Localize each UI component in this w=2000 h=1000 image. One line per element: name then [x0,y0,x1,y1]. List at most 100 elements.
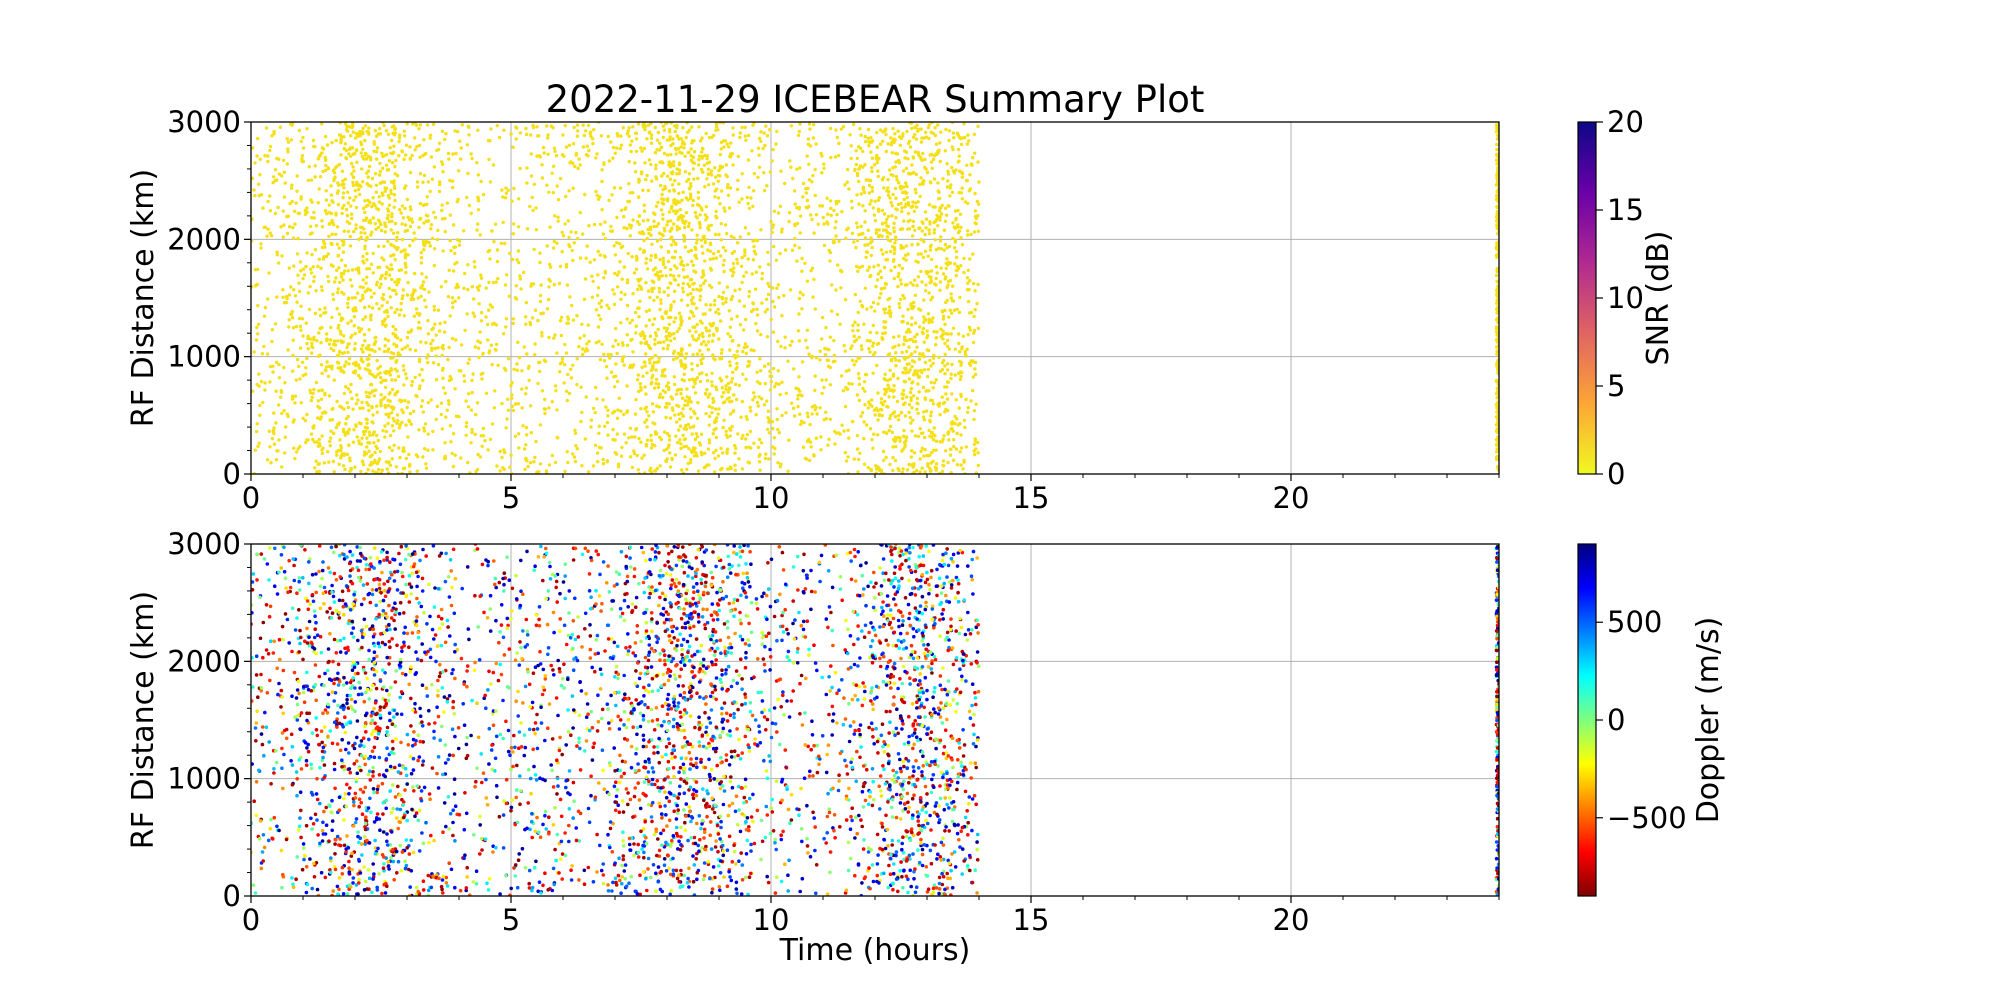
snr-point [709,223,713,227]
snr-point [966,233,970,237]
snr-point [713,189,717,193]
snr-point [408,411,413,416]
snr-point [822,243,827,248]
snr-point [599,134,604,138]
snr-point [520,369,524,373]
snr-point [476,196,480,200]
snr-point [870,169,874,174]
snr-point [685,263,690,267]
snr-point [614,374,618,378]
snr-point [783,181,787,186]
snr-point [304,440,308,445]
snr-point [777,382,781,386]
snr-point [426,332,431,336]
snr-point [383,435,387,439]
snr-point [694,451,698,455]
snr-point [695,202,700,207]
snr-point [421,455,425,459]
snr-point [392,342,396,346]
snr-point [379,401,383,405]
snr-point [749,409,753,413]
snr-point [938,280,943,284]
snr-point [854,149,858,153]
snr-point [436,362,441,367]
snr-point [972,442,977,446]
snr-point [411,238,415,243]
snr-point [698,294,703,298]
snr-point [367,164,372,169]
snr-point [800,256,804,261]
snr-point [381,166,385,170]
snr-point [728,334,733,339]
snr-point [402,368,406,372]
snr-point [934,276,938,281]
snr-point [735,314,739,319]
snr-point [687,446,691,451]
snr-point [357,237,361,241]
snr-point [801,195,805,199]
snr-point [363,231,367,235]
snr-point [713,298,717,303]
snr-point [891,468,895,473]
snr-point [691,198,695,203]
snr-point [818,204,822,208]
snr-point [721,263,725,267]
snr-point [716,179,720,183]
snr-point [310,200,314,204]
snr-point [683,245,688,249]
snr-point [822,162,826,166]
snr-point [502,128,506,132]
snr-point [973,151,977,155]
snr-point [712,451,716,455]
snr-point [417,143,422,148]
snr-point [922,410,926,414]
snr-point [493,222,498,226]
snr-point [846,428,850,432]
snr-point [300,154,305,158]
snr-point [720,348,724,352]
snr-point [569,160,573,164]
snr-point [361,285,365,290]
snr-point [774,258,779,262]
snr-point [575,382,579,387]
snr-point [925,336,929,340]
snr-point [827,437,831,441]
snr-point [636,306,640,310]
snr-point [387,286,391,291]
snr-point [747,232,751,236]
snr-point [296,236,300,241]
snr-point [724,163,729,167]
snr-point [254,338,259,342]
snr-point [684,365,688,369]
snr-point [890,430,894,434]
snr-point [383,385,388,390]
snr-point [511,408,516,413]
snr-point [943,242,948,247]
snr-point [976,451,980,455]
snr-point [844,459,849,463]
snr-point [757,395,761,399]
snr-point [699,432,704,436]
snr-point [677,191,681,196]
snr-point [805,439,810,444]
snr-point [255,154,259,158]
snr-point [758,265,762,269]
snr-point [693,437,697,442]
snr-point [893,241,897,245]
snr-point [762,403,767,407]
snr-point [309,398,313,403]
snr-point [329,346,333,351]
snr-point [911,224,915,229]
snr-point [359,231,363,235]
snr-point [668,273,673,277]
snr-point [664,335,668,339]
snr-point [309,432,314,436]
snr-point [857,398,861,403]
snr-point [862,462,867,466]
snr-point [649,133,654,137]
snr-point [504,317,509,321]
snr-point [907,377,912,381]
snr-point [605,460,609,464]
snr-point [563,469,567,474]
snr-point [790,339,794,344]
